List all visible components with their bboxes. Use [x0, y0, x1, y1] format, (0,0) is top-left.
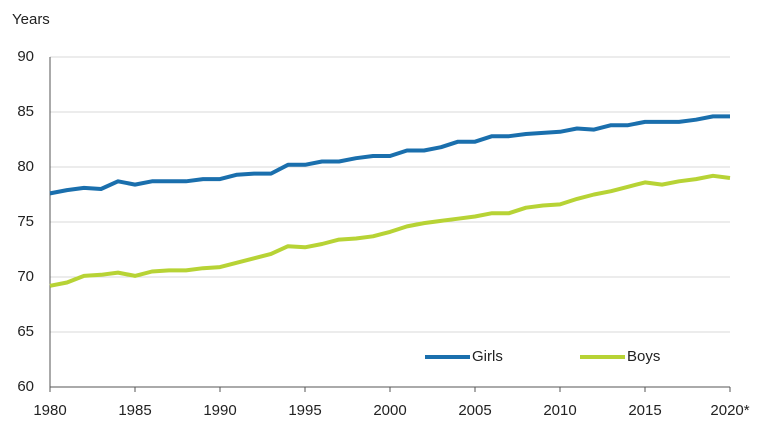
x-tick-label: 1995 — [288, 402, 321, 419]
y-tick-label: 75 — [17, 213, 34, 230]
x-tick-label: 2010 — [543, 402, 576, 419]
y-tick-label: 85 — [17, 103, 34, 120]
y-tick-label: 80 — [17, 158, 34, 175]
y-tick-label: 90 — [17, 48, 34, 65]
y-tick-label: 60 — [17, 378, 34, 395]
series-line — [49, 173, 731, 288]
x-tick-label: 2015 — [628, 402, 661, 419]
legend-label: Girls — [472, 348, 503, 365]
legend-label: Boys — [627, 348, 660, 365]
x-tick-label: 2005 — [458, 402, 491, 419]
y-tick-label: 65 — [17, 323, 34, 340]
y-axis-label: Years — [12, 11, 50, 28]
y-tick-label: 70 — [17, 268, 34, 285]
x-tick-label: 1980 — [33, 402, 66, 419]
x-tick-label: 2020* — [710, 402, 749, 419]
x-tick-label: 2000 — [373, 402, 406, 419]
x-tick-label: 1985 — [118, 402, 151, 419]
x-tick-label: 1990 — [203, 402, 236, 419]
series-line — [49, 114, 730, 196]
